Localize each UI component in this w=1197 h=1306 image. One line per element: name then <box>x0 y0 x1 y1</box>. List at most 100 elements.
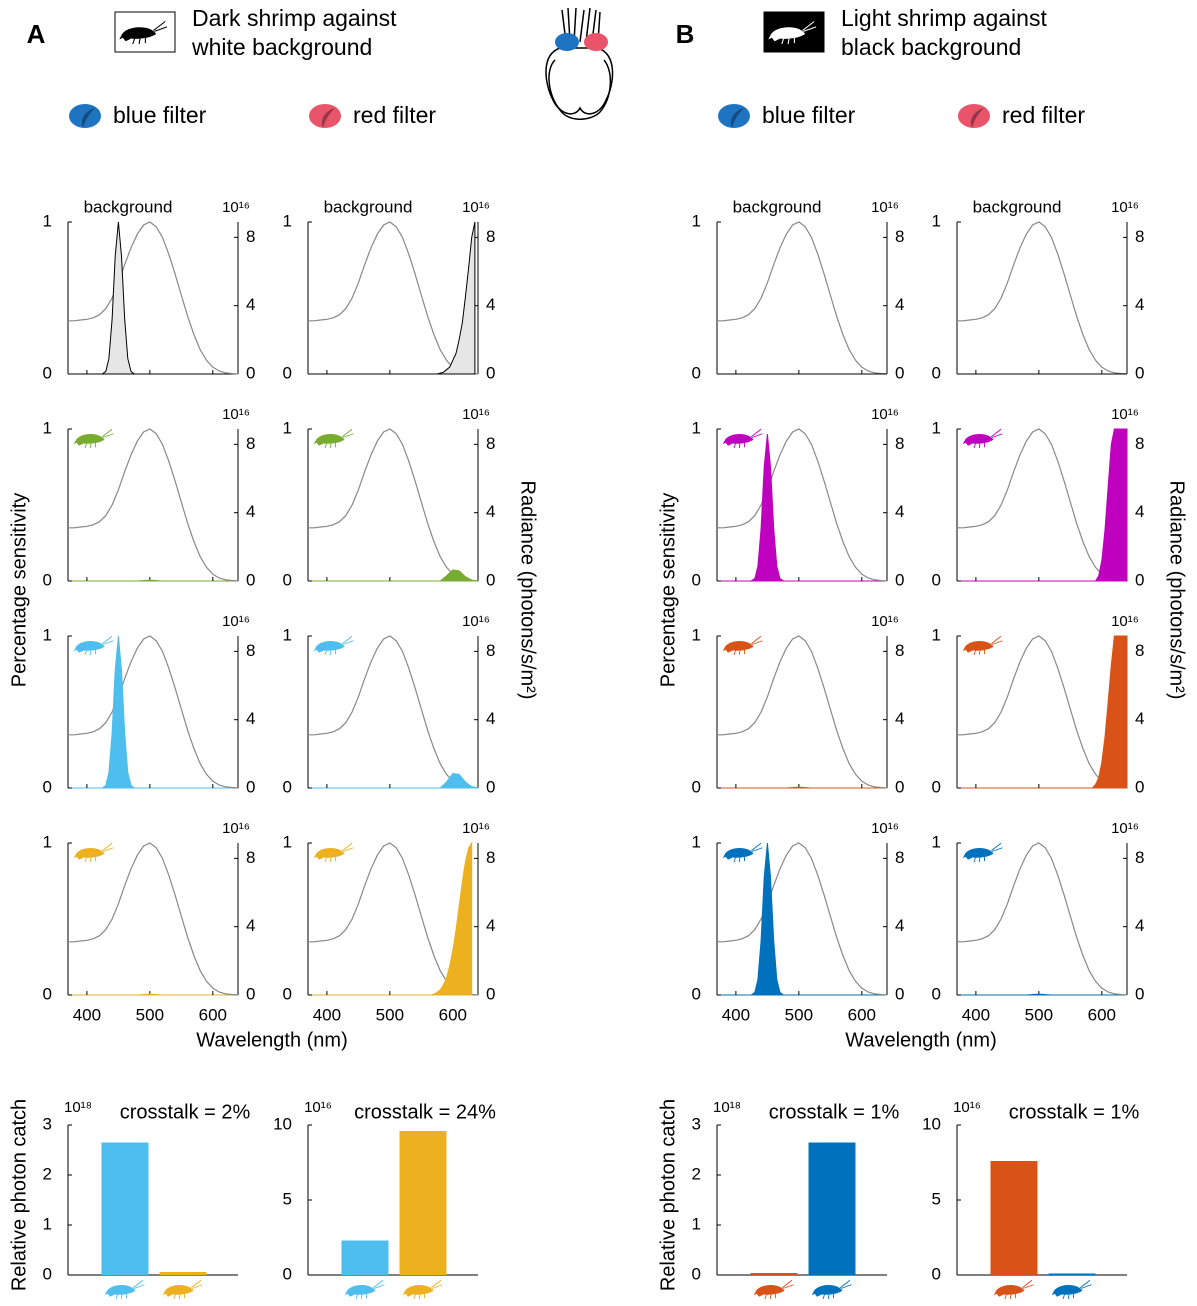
shrimp-body <box>314 641 345 653</box>
y2-tick-label: 0 <box>1135 363 1144 382</box>
y2-tick-label: 8 <box>1135 641 1144 660</box>
y2-tick-label: 4 <box>1135 709 1144 728</box>
y2-tick-label: 0 <box>246 570 255 589</box>
y-tick-label: 0 <box>692 777 701 796</box>
y-tick-label: 0 <box>283 570 292 589</box>
subplot-title: background <box>84 197 173 216</box>
y2-tick-label: 4 <box>246 502 255 521</box>
radiance-area <box>752 843 784 995</box>
y2-tick-label: 4 <box>486 295 495 314</box>
radiance-area <box>440 570 478 581</box>
axis-multiplier: 10¹⁶ <box>222 820 250 837</box>
shrimp-icon <box>963 429 1003 448</box>
y-tick-label: 3 <box>43 1114 52 1133</box>
y2-tick-label: 8 <box>1135 848 1144 867</box>
subplot-title: background <box>324 197 413 216</box>
y-tick-label: 1 <box>692 1214 701 1233</box>
bar-title: crosstalk = 24% <box>354 1101 496 1123</box>
y-tick-label: 0 <box>932 570 941 589</box>
y-tick-label: 10 <box>273 1114 292 1133</box>
x-tick-label: 600 <box>1088 1005 1116 1024</box>
shrimp-body <box>74 641 105 653</box>
y-tick-label: 0 <box>43 984 52 1003</box>
shrimp-body <box>314 434 345 446</box>
sensitivity-curve <box>957 222 1127 374</box>
y-tick-label: 1 <box>43 832 52 851</box>
y2-tick-label: 4 <box>1135 916 1144 935</box>
y2-tick-label: 4 <box>895 295 904 314</box>
bar <box>102 1143 149 1276</box>
legend-label: red filter <box>1002 102 1085 128</box>
figure: ADark shrimp againstwhite backgroundblue… <box>0 0 1197 1306</box>
x-axis-label: Wavelength (nm) <box>845 1029 997 1051</box>
x-tick-label: 500 <box>1025 1005 1053 1024</box>
radiance-area <box>1096 429 1128 581</box>
y2-tick-label: 0 <box>486 363 495 382</box>
panel-title: black background <box>841 34 1021 60</box>
y2-tick-label: 8 <box>1135 434 1144 453</box>
radiance-area <box>137 580 162 581</box>
sensitivity-curve <box>957 429 1127 581</box>
y2-tick-label: 0 <box>895 570 904 589</box>
shrimp-body <box>963 848 994 860</box>
y-tick-label: 1 <box>283 625 292 644</box>
x-tick-label: 400 <box>313 1005 341 1024</box>
y-tick-label: 0 <box>43 570 52 589</box>
y2-tick-label: 8 <box>246 227 255 246</box>
subplot-title: background <box>973 197 1062 216</box>
y-tick-label: 0 <box>932 1264 941 1283</box>
y-tick-label: 1 <box>692 418 701 437</box>
radiance-area <box>1092 636 1127 788</box>
radiance-area <box>103 222 135 374</box>
y2-tick-label: 8 <box>246 434 255 453</box>
bar <box>1049 1274 1096 1276</box>
shrimp-icon <box>723 636 763 655</box>
shrimp-body <box>994 1285 1025 1297</box>
shrimp-icon <box>74 843 114 862</box>
x-tick-label: 500 <box>785 1005 813 1024</box>
shrimp-body <box>163 1285 194 1297</box>
y-tick-label: 0 <box>692 570 701 589</box>
y2-tick-label: 4 <box>895 502 904 521</box>
y-tick-label: 0 <box>932 984 941 1003</box>
panel-letter: B <box>676 19 695 49</box>
shrimp-icon <box>74 429 114 448</box>
bar <box>809 1143 856 1276</box>
y-tick-label: 5 <box>283 1189 292 1208</box>
shrimp-body <box>812 1285 843 1297</box>
sensitivity-curve <box>68 636 238 788</box>
shrimp-body <box>723 848 754 860</box>
shrimp-icon <box>314 636 354 655</box>
y2-tick-label: 4 <box>895 916 904 935</box>
y-axis-label: Relative photon catch <box>8 1099 30 1291</box>
sensitivity-curve <box>717 429 887 581</box>
shrimp-body <box>754 1285 785 1297</box>
shrimp-icon <box>74 636 114 655</box>
axis-multiplier: 10¹⁶ <box>462 406 490 423</box>
y-tick-label: 1 <box>43 418 52 437</box>
axis-multiplier: 10¹⁶ <box>462 613 490 630</box>
radiance-area <box>786 787 811 788</box>
shrimp-icon <box>403 1280 443 1299</box>
axis-multiplier: 10¹⁶ <box>871 199 899 216</box>
shrimp-icon <box>723 429 763 448</box>
shrimp-body <box>345 1285 376 1297</box>
sensitivity-curve <box>957 843 1127 995</box>
y-axis-label: Percentage sensitivity <box>8 493 30 688</box>
shrimp-icon <box>163 1280 203 1299</box>
y2-tick-label: 4 <box>1135 502 1144 521</box>
y-tick-label: 0 <box>43 363 52 382</box>
y-tick-label: 0 <box>692 1264 701 1283</box>
y2-tick-label: 8 <box>486 227 495 246</box>
y2-tick-label: 0 <box>895 984 904 1003</box>
y2-axis-label: Radiance (photons/s/m²) <box>1166 481 1188 700</box>
axis-multiplier: 10¹⁶ <box>1111 406 1139 423</box>
y-tick-label: 0 <box>283 984 292 1003</box>
y2-tick-label: 4 <box>246 916 255 935</box>
shrimp-body <box>74 848 105 860</box>
sensitivity-curve <box>308 222 478 374</box>
legend-label: red filter <box>353 102 436 128</box>
y2-tick-label: 0 <box>1135 984 1144 1003</box>
axis-multiplier: 10¹⁶ <box>871 613 899 630</box>
bar <box>751 1273 798 1275</box>
